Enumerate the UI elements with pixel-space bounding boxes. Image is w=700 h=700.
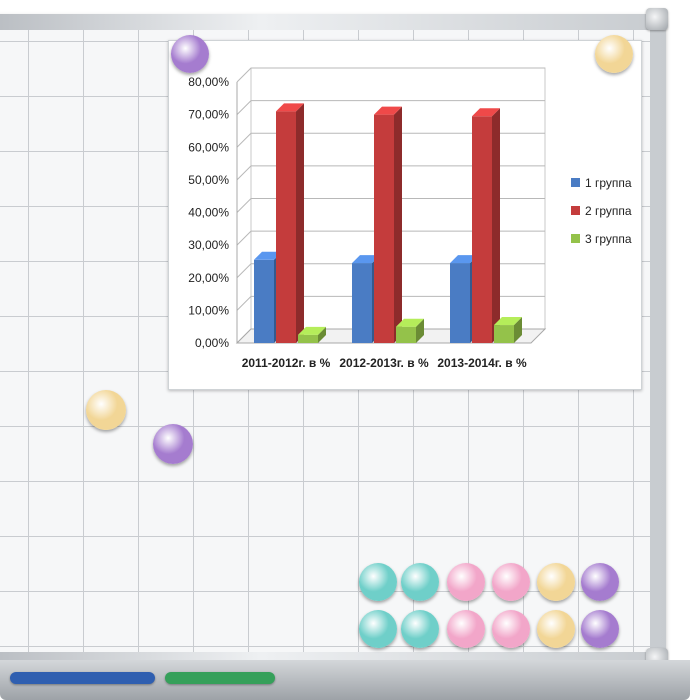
bar-front xyxy=(352,263,372,343)
bar-side xyxy=(296,103,304,343)
bar-front xyxy=(494,325,514,343)
y-tick-label: 0,00% xyxy=(195,336,229,350)
y-tick-label: 30,00% xyxy=(188,238,229,252)
y-tick-label: 60,00% xyxy=(188,140,229,154)
gridline-depth xyxy=(236,263,252,279)
purple-magnet[interactable] xyxy=(153,424,193,464)
x-category-label: 2011-2012г. в % xyxy=(242,356,331,370)
blue-marker[interactable] xyxy=(10,672,155,684)
bar-chart: 0,00% 10,00% 20,00% 30,00% 40,00% 50,00% 60,00… xyxy=(188,67,632,370)
bar-top xyxy=(298,326,326,335)
bar-front xyxy=(298,334,318,343)
teal-magnet[interactable] xyxy=(359,563,397,601)
bar-top xyxy=(276,103,304,112)
x-category-label: 2013-2014г. в % xyxy=(437,356,527,370)
bar-side xyxy=(394,106,402,343)
pink-magnet[interactable] xyxy=(447,610,485,648)
x-category-label: 2012-2013г. в % xyxy=(339,356,429,370)
y-tick-label: 10,00% xyxy=(188,303,229,317)
bar-top xyxy=(494,317,522,326)
gridline-depth xyxy=(236,230,252,246)
purple-magnet[interactable] xyxy=(581,610,619,648)
legend-swatch xyxy=(571,206,580,215)
yellow-magnet[interactable] xyxy=(595,35,633,73)
yellow-magnet[interactable] xyxy=(537,563,575,601)
purple-magnet[interactable] xyxy=(581,563,619,601)
legend-label: 2 группа xyxy=(585,204,632,218)
teal-magnet[interactable] xyxy=(401,610,439,648)
bar-top xyxy=(352,255,380,264)
y-tick-label: 80,00% xyxy=(188,75,229,89)
bar-side xyxy=(514,317,522,343)
bar-front xyxy=(472,116,492,343)
gridline-depth xyxy=(236,296,252,311)
bar-top xyxy=(374,106,402,115)
gridline-depth xyxy=(236,198,252,213)
teal-magnet[interactable] xyxy=(359,610,397,648)
legend-label: 1 группа xyxy=(585,176,632,190)
gridline-depth xyxy=(236,67,252,83)
legend-swatch xyxy=(571,234,580,243)
gridline-depth xyxy=(236,100,252,115)
green-marker[interactable] xyxy=(165,672,275,684)
yellow-magnet[interactable] xyxy=(537,610,575,648)
gridline-depth xyxy=(236,132,252,148)
bar-top xyxy=(472,108,500,117)
y-tick-label: 20,00% xyxy=(188,271,229,285)
chart-printout: 0,00% 10,00% 20,00% 30,00% 40,00% 50,00% 60,00… xyxy=(168,40,642,390)
bar-front xyxy=(254,259,274,343)
legend-label: 3 группа xyxy=(585,232,632,246)
pink-magnet[interactable] xyxy=(447,563,485,601)
teal-magnet[interactable] xyxy=(401,563,439,601)
bar-front xyxy=(374,114,394,343)
y-tick-label: 40,00% xyxy=(188,206,229,220)
bar-side xyxy=(318,326,326,343)
bar-side xyxy=(492,108,500,343)
bar-front xyxy=(396,326,416,343)
y-tick-label: 50,00% xyxy=(188,173,229,187)
yellow-magnet[interactable] xyxy=(86,390,126,430)
pink-magnet[interactable] xyxy=(492,610,530,648)
gridline-depth xyxy=(236,165,252,181)
bar-top xyxy=(396,318,424,327)
bar-side xyxy=(416,318,424,343)
pink-magnet[interactable] xyxy=(492,563,530,601)
bar-front xyxy=(450,263,470,343)
bar-front xyxy=(276,111,296,343)
frame-corner-top-right xyxy=(646,8,668,30)
y-tick-label: 70,00% xyxy=(188,108,229,122)
legend-swatch xyxy=(571,178,580,187)
purple-magnet[interactable] xyxy=(171,35,209,73)
bar-top xyxy=(450,255,478,264)
bar-top xyxy=(254,251,282,260)
